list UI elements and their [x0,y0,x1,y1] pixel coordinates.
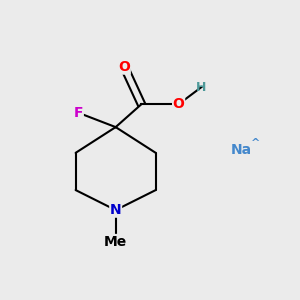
Text: ^: ^ [250,138,260,148]
Text: F: F [74,106,83,120]
Text: N: N [110,203,122,217]
Text: O: O [118,60,130,74]
Text: Na: Na [231,143,252,157]
Text: H: H [196,81,207,94]
Text: O: O [173,97,184,111]
Text: Me: Me [104,235,127,249]
